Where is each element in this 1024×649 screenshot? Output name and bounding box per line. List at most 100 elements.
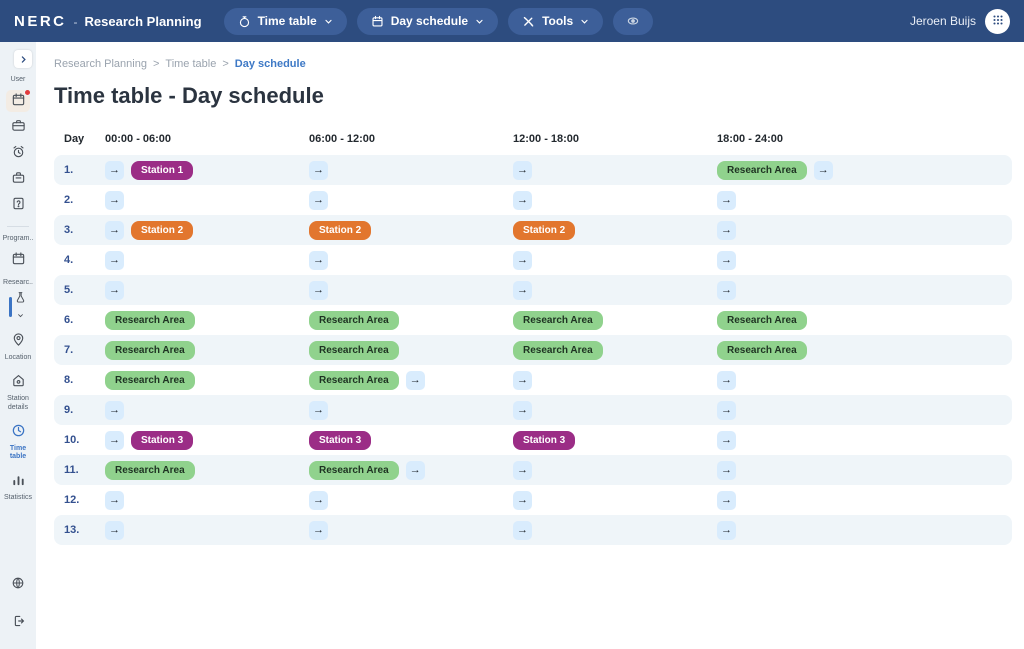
brand: NERC - Research Planning [14, 13, 202, 30]
open-slot-arrow-button[interactable]: → [513, 520, 532, 540]
sidebar-item-station-details[interactable] [6, 371, 30, 393]
open-slot-arrow-button[interactable]: → [309, 400, 328, 420]
open-slot-arrow-button[interactable]: → [717, 280, 736, 300]
open-slot-arrow-button[interactable]: → [717, 400, 736, 420]
sidebar-item-location[interactable] [6, 330, 30, 352]
station-2-badge[interactable]: Station 2 [131, 220, 194, 240]
research-area-badge[interactable]: Research Area [105, 310, 195, 330]
language-button[interactable] [6, 573, 30, 595]
sign-out-button[interactable] [6, 611, 30, 633]
open-slot-arrow-button[interactable]: → [105, 220, 124, 240]
slot-cell: → [717, 280, 1012, 300]
day-label: 1. [64, 164, 74, 176]
open-slot-arrow-button[interactable]: → [717, 460, 736, 480]
open-slot-arrow-button[interactable]: → [105, 400, 124, 420]
open-slot-arrow-button[interactable]: → [513, 250, 532, 270]
breadcrumb: Research Planning > Time table > Day sch… [54, 58, 1012, 70]
open-slot-arrow-button[interactable]: → [513, 190, 532, 210]
sidebar-item-statistics[interactable] [6, 470, 30, 492]
breadcrumb-time-table[interactable]: Time table [165, 58, 217, 70]
slot-cell: → [513, 370, 717, 390]
open-slot-arrow-button[interactable]: → [105, 160, 124, 180]
view-toggle-button[interactable] [613, 7, 654, 35]
breadcrumb-research-planning[interactable]: Research Planning [54, 58, 147, 70]
apps-grid-button[interactable] [985, 8, 1010, 34]
research-area-badge[interactable]: Research Area [309, 310, 399, 330]
open-slot-arrow-button[interactable]: → [105, 190, 124, 210]
calendar-icon [371, 15, 384, 28]
open-slot-arrow-button[interactable]: → [105, 430, 124, 450]
menu-time-table[interactable]: Time table [223, 7, 347, 35]
station-2-badge[interactable]: Station 2 [513, 220, 576, 240]
open-slot-arrow-button[interactable]: → [813, 160, 833, 180]
table-row: 13. → → → → [54, 515, 1012, 545]
sidebar-item-time-table-label: Time table [9, 444, 27, 461]
research-area-badge[interactable]: Research Area [717, 160, 807, 180]
menu-day-schedule[interactable]: Day schedule [356, 7, 499, 35]
sidebar-item-program-calendar[interactable] [6, 249, 30, 271]
open-slot-arrow-button[interactable]: → [513, 160, 532, 180]
sidebar-item-time-table[interactable] [6, 421, 30, 443]
open-slot-arrow-button[interactable]: → [309, 520, 328, 540]
research-area-badge[interactable]: Research Area [513, 310, 603, 330]
open-slot-arrow-button[interactable]: → [717, 190, 736, 210]
menu-time-table-label: Time table [257, 14, 317, 28]
open-slot-arrow-button[interactable]: → [309, 490, 328, 510]
open-slot-arrow-button[interactable]: → [513, 460, 532, 480]
open-slot-arrow-button[interactable]: → [513, 370, 532, 390]
sidebar-item-research[interactable] [9, 291, 27, 322]
slot-cell: → [513, 460, 717, 480]
open-slot-arrow-button[interactable]: → [513, 280, 532, 300]
chevron-down-icon [16, 307, 25, 322]
research-area-badge[interactable]: Research Area [105, 340, 195, 360]
slot-cell: Research Area [717, 310, 1012, 330]
station-2-badge[interactable]: Station 2 [309, 220, 372, 240]
briefcase-icon [11, 118, 26, 136]
sidebar-item-alarm[interactable] [6, 142, 30, 164]
open-slot-arrow-button[interactable]: → [309, 160, 328, 180]
sidebar-item-briefcase[interactable] [6, 116, 30, 138]
open-slot-arrow-button[interactable]: → [309, 280, 328, 300]
open-slot-arrow-button[interactable]: → [717, 370, 736, 390]
open-slot-arrow-button[interactable]: → [405, 370, 425, 390]
research-area-badge[interactable]: Research Area [717, 310, 807, 330]
open-slot-arrow-button[interactable]: → [717, 490, 736, 510]
research-area-badge[interactable]: Research Area [309, 460, 399, 480]
sidebar-item-work-bag[interactable] [6, 168, 30, 190]
slot-cell: Station 2 [309, 220, 513, 240]
open-slot-arrow-button[interactable]: → [717, 520, 736, 540]
time-table-clock-icon [11, 423, 26, 441]
station-3-badge[interactable]: Station 3 [513, 430, 576, 450]
slot-cell: → Station 3 [105, 430, 309, 450]
station-3-badge[interactable]: Station 3 [309, 430, 372, 450]
slot-cell: → [513, 490, 717, 510]
open-slot-arrow-button[interactable]: → [309, 190, 328, 210]
open-slot-arrow-button[interactable]: → [309, 250, 328, 270]
slot-cell: Station 3 [513, 430, 717, 450]
station-3-badge[interactable]: Station 3 [131, 430, 194, 450]
open-slot-arrow-button[interactable]: → [717, 250, 736, 270]
open-slot-arrow-button[interactable]: → [405, 460, 425, 480]
research-area-badge[interactable]: Research Area [105, 460, 195, 480]
research-area-badge[interactable]: Research Area [309, 340, 399, 360]
open-slot-arrow-button[interactable]: → [717, 430, 736, 450]
research-area-badge[interactable]: Research Area [309, 370, 399, 390]
open-slot-arrow-button[interactable]: → [513, 490, 532, 510]
open-slot-arrow-button[interactable]: → [105, 250, 124, 270]
open-slot-arrow-button[interactable]: → [105, 490, 124, 510]
open-slot-arrow-button[interactable]: → [105, 520, 124, 540]
research-area-badge[interactable]: Research Area [105, 370, 195, 390]
sidebar-item-user-calendar[interactable] [6, 88, 31, 112]
slot-cell: → Station 2 [105, 220, 309, 240]
slot-cell: → [717, 460, 1012, 480]
open-slot-arrow-button[interactable]: → [105, 280, 124, 300]
sidebar-item-help[interactable] [6, 194, 30, 216]
open-slot-arrow-button[interactable]: → [717, 220, 736, 240]
open-slot-arrow-button[interactable]: → [513, 400, 532, 420]
station-1-badge[interactable]: Station 1 [131, 160, 194, 180]
sidebar-expand-button[interactable] [14, 50, 32, 68]
research-area-badge[interactable]: Research Area [513, 340, 603, 360]
research-area-badge[interactable]: Research Area [717, 340, 807, 360]
menu-tools[interactable]: Tools [508, 7, 604, 35]
breadcrumb-separator: > [222, 58, 229, 70]
